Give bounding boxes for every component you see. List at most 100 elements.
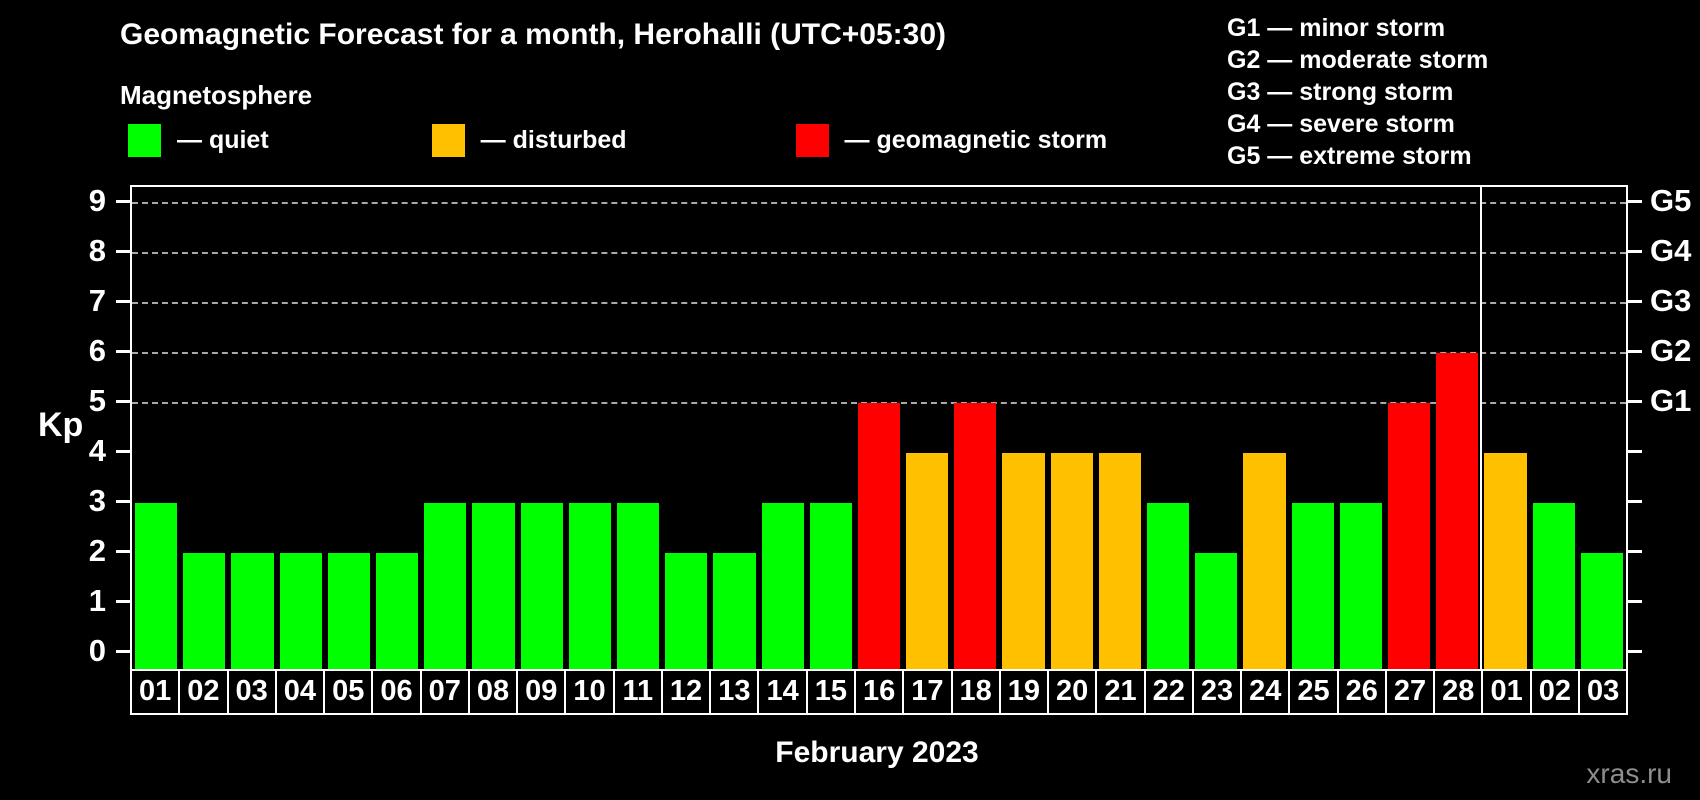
x-tick-label-feb-08: 08 [470, 669, 519, 713]
legend-item-storm: — geomagnetic storm [795, 124, 1108, 157]
y-axis-tick-right [1628, 449, 1642, 453]
storm-label: — geomagnetic storm [844, 126, 1108, 154]
bar-feb-08 [472, 502, 515, 669]
x-tick-label-feb-10: 10 [566, 669, 615, 713]
x-tick-label-feb-28: 28 [1435, 669, 1484, 713]
g-scale-legend: G1 — minor storm G2 — moderate storm G3 — … [1227, 12, 1488, 172]
x-tick-label-feb-04: 04 [277, 669, 326, 713]
bar-mar-01 [1484, 452, 1527, 669]
storm-color-swatch [795, 124, 829, 157]
bar-feb-26 [1339, 502, 1383, 669]
bar-feb-19 [1002, 452, 1045, 669]
y-axis-tick-right [1628, 400, 1642, 404]
legend-item-quiet: — quiet [128, 124, 269, 157]
x-tick-label-feb-16: 16 [856, 669, 905, 713]
bar-feb-11 [616, 502, 660, 669]
y-axis-tick-label: 3 [88, 482, 106, 518]
g-legend-item: G5 — extreme storm [1227, 142, 1472, 170]
bar-feb-06 [375, 552, 419, 669]
y-axis-tick-left [116, 250, 130, 254]
bar-mar-03 [1580, 552, 1623, 669]
x-tick-label-feb-25: 25 [1290, 669, 1339, 713]
bar-feb-12 [665, 552, 708, 669]
bar-feb-04 [279, 552, 322, 669]
y-axis-title: Kp [38, 406, 84, 444]
y-axis-tick-left [116, 300, 130, 304]
g-legend-item: G4 — severe storm [1227, 110, 1455, 138]
y-axis-tick-left [116, 200, 130, 204]
x-tick-label-feb-17: 17 [904, 669, 953, 713]
x-tick-label-feb-02: 02 [180, 669, 229, 713]
x-tick-label-feb-12: 12 [663, 669, 712, 713]
y-axis-tick-right [1628, 499, 1642, 503]
y-axis-tick-left [116, 350, 130, 354]
bar-feb-27 [1388, 403, 1431, 669]
x-tick-label-feb-27: 27 [1387, 669, 1436, 713]
right-axis-label-g3: G3 [1650, 283, 1692, 319]
y-axis-tick-label: 9 [88, 183, 106, 219]
magnetosphere-legend-title: Magnetosphere [120, 80, 313, 110]
bar-feb-01 [135, 502, 178, 669]
y-axis-tick-label: 2 [88, 532, 106, 568]
x-tick-label-feb-14: 14 [759, 669, 808, 713]
x-tick-label-feb-06: 06 [373, 669, 422, 713]
x-tick-label-feb-11: 11 [615, 669, 663, 713]
bar-feb-18 [954, 403, 997, 669]
x-tick-label-feb-26: 26 [1339, 669, 1387, 713]
watermark: xras.ru [1586, 758, 1672, 789]
quiet-label: — quiet [177, 126, 269, 154]
y-axis-tick-right [1628, 649, 1642, 653]
plot-area [130, 185, 1628, 671]
x-tick-label-feb-01: 01 [132, 669, 181, 713]
x-tick-label-feb-19: 19 [1001, 669, 1050, 713]
x-tick-label-feb-23: 23 [1194, 669, 1243, 713]
y-axis-tick-label: 4 [88, 432, 106, 468]
x-tick-label-feb-07: 07 [422, 669, 470, 713]
g-legend-item: G2 — moderate storm [1227, 46, 1489, 74]
x-tick-label-feb-24: 24 [1242, 669, 1291, 713]
y-axis-tick-left [116, 400, 130, 404]
gridline-kp-9 [132, 202, 1626, 205]
x-tick-label-mar-01: 01 [1483, 669, 1532, 713]
month-separator-line [1480, 187, 1483, 669]
y-axis-tick-label: 5 [88, 383, 106, 419]
chart-title: Geomagnetic Forecast for a month, Heroha… [120, 18, 947, 51]
x-tick-label-feb-21: 21 [1097, 669, 1146, 713]
bar-feb-15 [809, 502, 852, 669]
bar-feb-05 [327, 552, 370, 669]
right-axis-label-g2: G2 [1650, 333, 1692, 369]
y-axis-tick-left [116, 599, 130, 603]
y-axis-tick-left [116, 549, 130, 553]
right-axis-label-g1: G1 [1650, 383, 1692, 419]
x-tick-label-feb-09: 09 [518, 669, 567, 713]
bar-feb-20 [1050, 452, 1093, 669]
y-axis-tick-right [1628, 599, 1642, 603]
y-axis-tick-right [1628, 200, 1642, 204]
x-tick-label-feb-13: 13 [711, 669, 760, 713]
bar-feb-25 [1291, 502, 1334, 669]
x-tick-label-feb-15: 15 [808, 669, 856, 713]
x-tick-label-feb-18: 18 [953, 669, 1001, 713]
gridline-kp-7 [132, 302, 1626, 305]
x-tick-label-mar-02: 02 [1532, 669, 1580, 713]
y-axis-tick-label: 0 [88, 632, 106, 668]
x-tick-label-mar-03: 03 [1586, 674, 1620, 707]
y-axis-tick-left [116, 649, 130, 653]
gridline-kp-8 [132, 252, 1626, 255]
disturbed-label: — disturbed [480, 126, 627, 154]
y-axis-tick-left [116, 449, 130, 453]
right-axis-label-g5: G5 [1650, 183, 1692, 219]
x-tick-label-feb-22: 22 [1146, 669, 1194, 713]
bar-feb-09 [520, 502, 563, 669]
y-axis-tick-left [116, 499, 130, 503]
y-axis-tick-label: 6 [88, 333, 106, 369]
quiet-color-swatch [128, 124, 161, 157]
x-tick-label-feb-05: 05 [325, 669, 374, 713]
bar-feb-16 [857, 403, 901, 669]
bar-feb-13 [713, 552, 756, 669]
bar-feb-02 [183, 552, 226, 669]
gridline-kp-5 [132, 402, 1626, 405]
x-axis-title: February 2023 [775, 736, 979, 769]
bar-mar-02 [1532, 502, 1575, 669]
